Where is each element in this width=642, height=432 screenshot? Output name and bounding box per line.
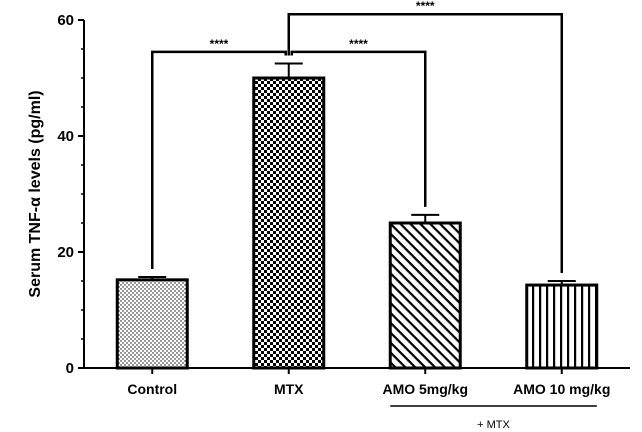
y-tick-label: 20 [57, 244, 74, 261]
bar [525, 283, 599, 370]
bars [115, 76, 599, 370]
significance-bracket: **** [151, 37, 287, 269]
x-tick-label: Control [127, 381, 177, 397]
y-tick-label: 60 [57, 12, 74, 29]
labels: Control MTX AMO 5mg/kg AMO 10 mg/kg + MTX [127, 381, 610, 431]
y-tick-label: 40 [57, 128, 74, 145]
y-tick-label: 0 [66, 360, 74, 377]
y-axis-label: Serum TNF-α levels (pg/ml) [27, 90, 44, 297]
bracket-line [287, 12, 563, 273]
significance-label: **** [416, 0, 435, 13]
error-bars [138, 62, 576, 286]
bracket-line [290, 50, 427, 207]
bar [115, 278, 189, 370]
significance-label: **** [349, 37, 368, 51]
group-label: + MTX [477, 419, 510, 431]
significance-label: **** [210, 37, 229, 51]
significance-bracket: **** [290, 37, 427, 207]
significance-brackets: **** **** **** [151, 0, 563, 273]
x-tick-label: AMO 10 mg/kg [513, 381, 610, 397]
bar [252, 76, 326, 370]
x-tick-label: AMO 5mg/kg [382, 381, 468, 397]
x-tick-label: MTX [274, 381, 304, 397]
bar [388, 221, 462, 370]
significance-bracket: **** [287, 0, 563, 273]
bracket-line [151, 50, 287, 269]
